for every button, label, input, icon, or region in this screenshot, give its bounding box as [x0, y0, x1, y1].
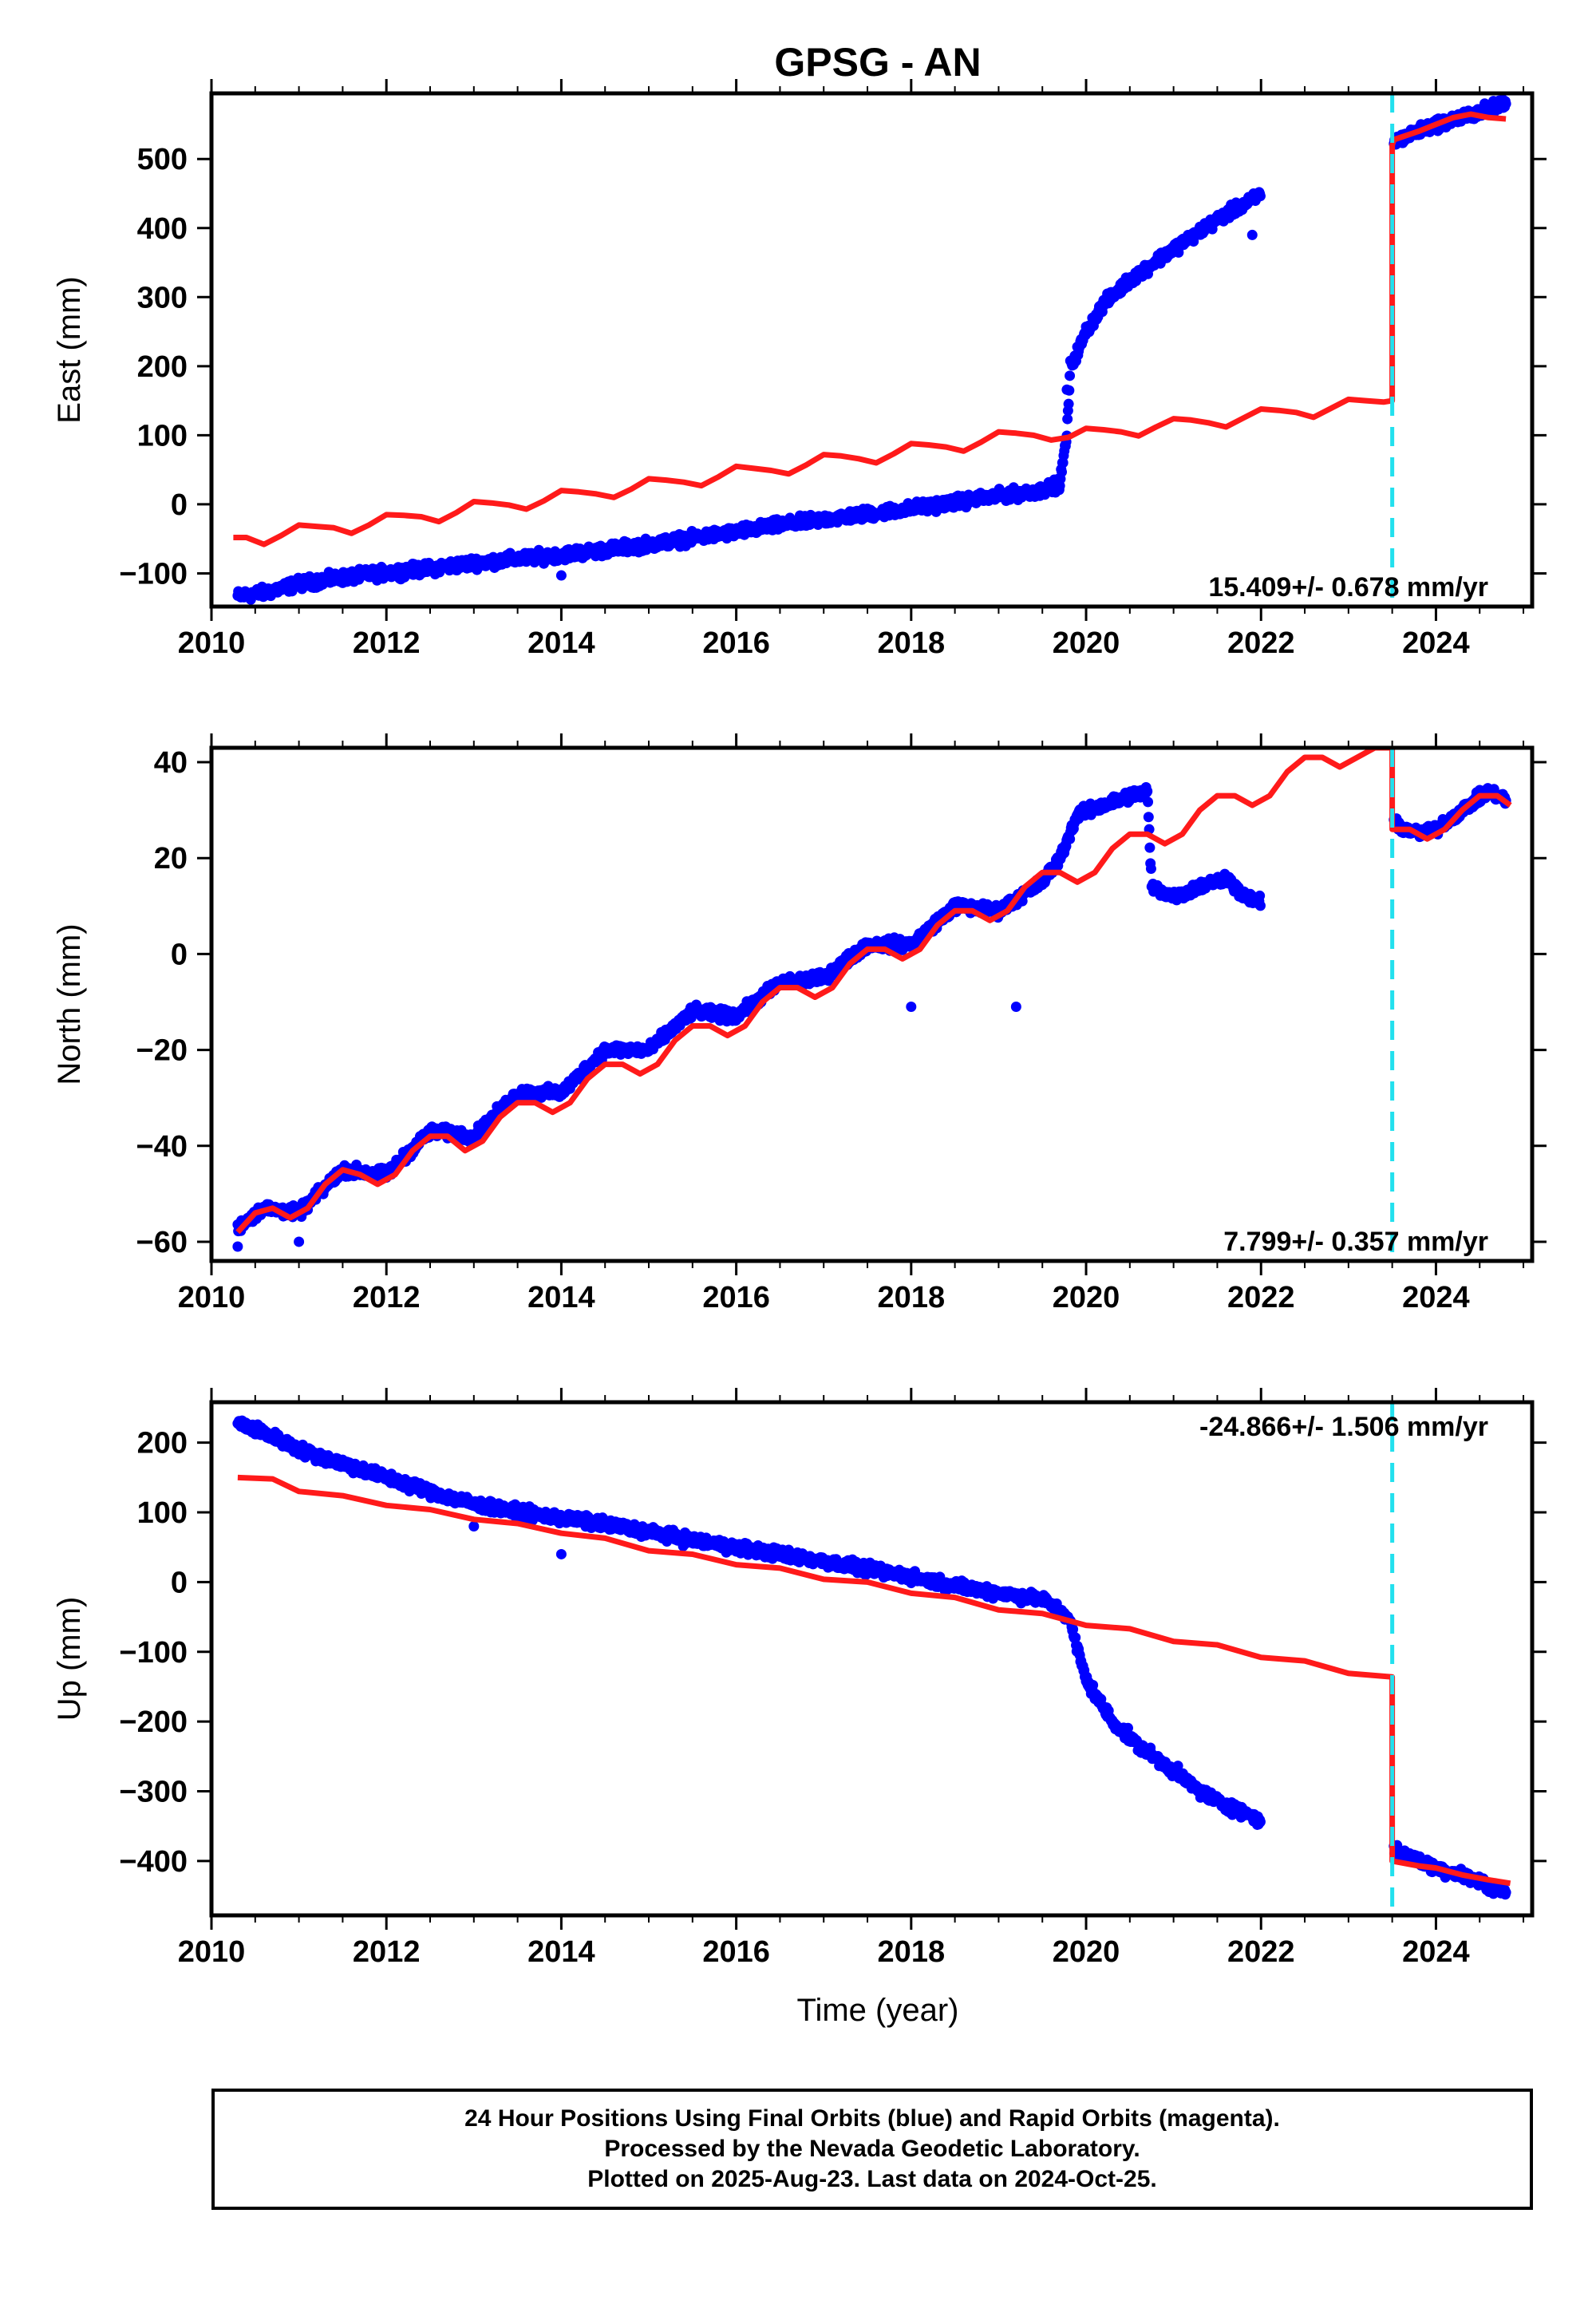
y-axis-label: North (mm)	[52, 923, 87, 1085]
rate-label: 15.409+/- 0.678 mm/yr	[1208, 572, 1488, 603]
data-point	[1254, 890, 1266, 901]
y-tick-label: 300	[137, 281, 188, 314]
x-tick-label: 2012	[353, 626, 421, 660]
data-point	[1143, 796, 1154, 808]
x-tick-label: 2020	[1053, 626, 1120, 660]
y-tick-label: 0	[171, 938, 188, 971]
data-point	[1144, 842, 1156, 853]
x-tick-label: 2010	[178, 1281, 246, 1314]
panel-frame	[209, 745, 1535, 1263]
outlier-point	[294, 1236, 305, 1247]
y-tick-label: −100	[119, 557, 188, 591]
y-tick-label: 0	[171, 1566, 188, 1599]
panel-east: 2010 2012 2014 2016 2018 2020 2022 2024 −100 0 100…	[52, 79, 1547, 660]
outlier-point	[1010, 1002, 1021, 1013]
panel-frame	[209, 91, 1535, 609]
x-tick-label: 2014	[527, 626, 595, 660]
data-point	[1143, 812, 1154, 823]
x-tick-label: 2018	[878, 1935, 946, 1969]
y-tick-label: −200	[119, 1705, 188, 1739]
panel-north: 2010 2012 2014 2016 2018 2020 2022 2024 −60 −40 −2…	[52, 733, 1547, 1314]
x-tick-label: 2018	[878, 626, 946, 660]
y-tick-label: −300	[119, 1775, 188, 1808]
x-tick-label: 2010	[178, 626, 246, 660]
y-tick-label: −60	[136, 1226, 188, 1259]
data-point	[1254, 191, 1266, 202]
y-tick-label: −40	[136, 1130, 188, 1164]
chart-title: GPSG - AN	[774, 40, 981, 85]
x-tick-label: 2020	[1053, 1281, 1120, 1314]
x-tick-label: 2020	[1053, 1935, 1120, 1969]
outlier-point	[1061, 384, 1073, 395]
panel-up: 2010 2012 2014 2016 2018 2020 2022 2024 −400 −300…	[52, 1388, 1547, 1969]
y-tick-label: 0	[171, 488, 188, 522]
plot-area-north	[232, 748, 1512, 1252]
y-tick-label: 20	[154, 842, 188, 875]
data-point	[1145, 864, 1156, 875]
data-point	[1065, 370, 1076, 381]
x-tick-label: 2012	[353, 1935, 421, 1969]
data-point	[1142, 785, 1153, 796]
data-point	[1057, 466, 1068, 477]
x-tick-label: 2012	[353, 1281, 421, 1314]
plot-area-east	[232, 94, 1511, 605]
x-tick-label: 2022	[1227, 1935, 1295, 1969]
y-tick-label: 40	[154, 746, 188, 780]
x-tick-label: 2014	[527, 1935, 595, 1969]
y-axis-label: East (mm)	[52, 276, 87, 423]
x-axis-label: Time (year)	[797, 1993, 959, 2028]
model-line	[233, 111, 1507, 547]
outlier-point	[555, 570, 567, 581]
x-tick-label: 2016	[702, 1281, 770, 1314]
x-tick-label: 2018	[878, 1281, 946, 1314]
x-tick-label: 2024	[1402, 1281, 1470, 1314]
y-tick-label: 200	[137, 1427, 188, 1460]
y-tick-label: −100	[119, 1636, 188, 1670]
data-point	[1063, 398, 1074, 409]
x-tick-label: 2010	[178, 1935, 246, 1969]
outlier-point	[1246, 229, 1258, 240]
y-tick-label: 400	[137, 212, 188, 246]
plot-area-up	[232, 1415, 1511, 1900]
model-line	[235, 748, 1512, 1235]
y-tick-label: 100	[137, 419, 188, 453]
x-tick-label: 2022	[1227, 1281, 1295, 1314]
x-tick-label: 2024	[1402, 626, 1470, 660]
y-tick-label: −20	[136, 1034, 188, 1068]
data-point	[1062, 413, 1073, 425]
data-point	[1254, 900, 1266, 911]
outlier-point	[232, 1241, 243, 1252]
outlier-point	[906, 1002, 917, 1013]
y-tick-label: 100	[137, 1496, 188, 1530]
data-point	[1500, 98, 1511, 109]
x-tick-label: 2016	[702, 626, 770, 660]
y-tick-label: 500	[137, 143, 188, 176]
y-tick-label: 200	[137, 350, 188, 384]
x-tick-label: 2022	[1227, 626, 1295, 660]
x-tick-label: 2016	[702, 1935, 770, 1969]
rate-label: 7.799+/- 0.357 mm/yr	[1223, 1227, 1488, 1257]
y-tick-label: −400	[119, 1845, 188, 1879]
x-tick-label: 2014	[527, 1281, 595, 1314]
y-axis-label: Up (mm)	[52, 1597, 87, 1721]
x-tick-label: 2024	[1402, 1935, 1470, 1969]
